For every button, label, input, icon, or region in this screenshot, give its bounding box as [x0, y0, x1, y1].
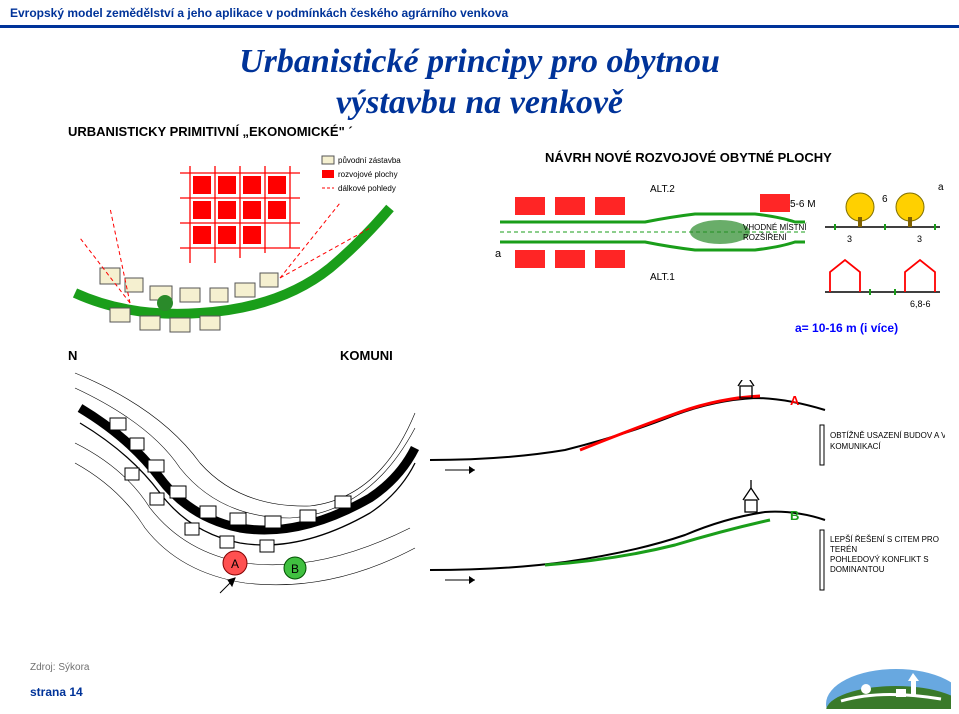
diagram-profiles: A OBTÍŽNĚ USAZENÍ BUDOV A VEDENÍ KOMUNIK… [425, 380, 945, 640]
title-line-1: Urbanistické principy pro obytnou [0, 42, 959, 83]
svg-text:OBTÍŽNĚ USAZENÍ BUDOV A VEDENÍ: OBTÍŽNĚ USAZENÍ BUDOV A VEDENÍ [830, 431, 945, 440]
diagram-street-section: ALT.2 ALT.1 a 5-6 M VHODNÉ MÍSTNÍ ROZŠÍŘ… [495, 172, 945, 342]
svg-text:POHLEDOVÝ KONFLIKT S: POHLEDOVÝ KONFLIKT S [830, 555, 929, 564]
footer-logo [811, 659, 951, 709]
page-title: Urbanistické principy pro obytnou výstav… [0, 42, 959, 124]
legend-new: rozvojové plochy [338, 170, 398, 179]
svg-text:5-6 M: 5-6 M [790, 199, 816, 210]
label-top-left: URBANISTICKY PRIMITIVNÍ „EKONOMICKÉ" ´ [68, 124, 353, 139]
title-line-2: výstavbu na venkově [0, 83, 959, 124]
source-credit: Zdroj: Sýkora [30, 662, 89, 673]
svg-text:3: 3 [917, 234, 922, 244]
svg-text:A: A [790, 393, 800, 408]
legend-original: původní zástavba [338, 156, 401, 165]
svg-text:A: A [231, 557, 239, 571]
label-top-right: NÁVRH NOVÉ ROZVOJOVÉ OBYTNÉ PLOCHY [545, 150, 832, 165]
page-number: strana 14 [30, 685, 83, 699]
svg-text:KOMUNIKACÍ: KOMUNIKACÍ [830, 442, 881, 451]
svg-text:TERÉN: TERÉN [830, 545, 857, 554]
label-mid-right: KOMUNI [340, 348, 393, 363]
svg-text:B: B [790, 508, 799, 523]
svg-text:a: a [495, 248, 502, 260]
svg-text:DOMINANTOU: DOMINANTOU [830, 565, 885, 574]
label-mid-left: N [68, 348, 77, 363]
header-bar: Evropský model zemědělství a jeho aplika… [0, 0, 959, 28]
svg-text:ALT.1: ALT.1 [650, 272, 675, 283]
svg-text:a: a [938, 182, 944, 193]
svg-text:6: 6 [882, 194, 888, 205]
svg-text:VHODNÉ MÍSTNÍ: VHODNÉ MÍSTNÍ [743, 223, 807, 232]
svg-text:LEPŠÍ ŘEŠENÍ S CITEM PRO: LEPŠÍ ŘEŠENÍ S CITEM PRO [830, 535, 939, 544]
svg-text:3: 3 [847, 234, 852, 244]
svg-text:ALT.2: ALT.2 [650, 184, 675, 195]
legend-views: dálkové pohledy [338, 184, 396, 193]
diagram-plan-grid: původní zástavba rozvojové plochy dálkov… [70, 148, 410, 338]
svg-text:B: B [291, 562, 299, 576]
diagram-valley-plan: A B [70, 368, 420, 618]
header-title: Evropský model zemědělství a jeho aplika… [10, 6, 508, 20]
svg-text:6,8-6: 6,8-6 [910, 299, 931, 309]
section-note: a= 10-16 m (i více) [795, 321, 898, 335]
svg-text:ROZŠÍŘENÍ: ROZŠÍŘENÍ [743, 233, 787, 242]
